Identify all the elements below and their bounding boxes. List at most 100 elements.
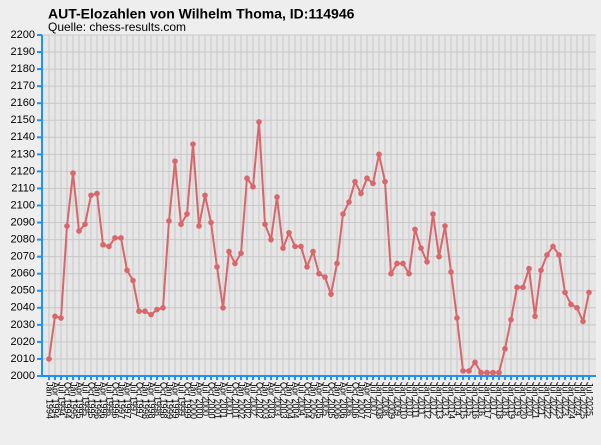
point (376, 151, 382, 158)
y-tick-label: 2020 (11, 336, 35, 348)
point (502, 345, 508, 352)
point (82, 221, 88, 228)
x-tick-label: Jan 2010 (399, 382, 409, 419)
point (70, 170, 76, 176)
x-tick-label: Jul 1994 (57, 382, 67, 416)
point (46, 356, 52, 362)
point (472, 359, 478, 366)
point (538, 267, 544, 274)
point (406, 270, 412, 277)
chart-subtitle: Quelle: chess-results.com (48, 20, 186, 34)
x-tick-label: Apr 2002 (243, 382, 253, 419)
point (142, 308, 148, 315)
x-tick-label: Jul 2001 (225, 382, 235, 416)
x-tick-label: Jul 2002 (249, 382, 259, 416)
point (160, 305, 166, 311)
y-tick-label: 2030 (11, 319, 35, 331)
x-tick-label: Jul 2020 (525, 382, 535, 416)
point (322, 274, 328, 280)
point (292, 243, 298, 250)
point (106, 243, 112, 250)
x-tick-label: Jan 2016 (471, 382, 481, 419)
point (358, 190, 364, 197)
point (52, 313, 58, 320)
point (100, 241, 106, 248)
y-tick-label: 2110 (11, 182, 35, 194)
x-tick-label: Jul 2005 (321, 382, 331, 416)
point (148, 311, 154, 318)
y-tick-label: 2040 (11, 302, 35, 314)
x-tick-label: Jan 2025 (579, 382, 589, 419)
y-tick-label: 2120 (11, 165, 35, 177)
x-tick-label: Apr 1994 (51, 382, 61, 419)
y-tick-label: 2200 (11, 29, 35, 41)
x-tick-label: Jul 2013 (441, 382, 451, 416)
x-tick-label: Apr 1995 (75, 382, 85, 419)
point (484, 369, 490, 376)
x-tick-label: Apr 1998 (147, 382, 157, 419)
y-tick-label: 2100 (11, 199, 35, 211)
point (388, 270, 394, 277)
x-tick-label: Apr 2003 (267, 382, 277, 419)
point (568, 301, 574, 308)
x-tick-label: Jan 1998 (141, 382, 151, 419)
x-tick-label: Jul 1997 (129, 382, 139, 416)
y-tick-label: 2180 (11, 63, 35, 75)
point (304, 264, 310, 270)
x-tick-label: Jan 2015 (459, 382, 469, 419)
point (544, 252, 550, 258)
point (424, 258, 430, 265)
point (394, 260, 400, 267)
x-tick-label: Jul 2016 (477, 382, 487, 416)
x-tick-label: Jul 2024 (573, 382, 583, 416)
x-tick-label: Jan 2021 (531, 382, 541, 419)
x-tick-label: Oct 1996 (111, 382, 121, 419)
x-tick-label: Jan 2017 (483, 382, 493, 419)
y-tick-label: 2170 (11, 80, 35, 92)
point (442, 223, 448, 229)
point (562, 289, 568, 296)
x-tick-label: Jan 2002 (237, 382, 247, 419)
point (196, 223, 202, 229)
point (202, 192, 208, 199)
x-tick-label: Oct 1994 (63, 382, 73, 419)
point (412, 226, 418, 233)
y-tick-label: 2130 (11, 148, 35, 160)
x-tick-label: Jan 1999 (165, 382, 175, 419)
y-tick-label: 2070 (11, 251, 35, 263)
point (58, 315, 64, 321)
point (346, 199, 352, 205)
point (190, 141, 196, 147)
x-tick-label: Jul 2017 (489, 382, 499, 416)
x-tick-label: Jul 2003 (273, 382, 283, 416)
point (580, 318, 586, 325)
point (466, 368, 472, 374)
point (586, 289, 592, 296)
x-tick-label: Jul 2019 (513, 382, 523, 416)
x-tick-label: Jan 2000 (189, 382, 199, 419)
point (94, 190, 100, 197)
x-tick-label: Jan 2013 (435, 382, 445, 419)
x-tick-label: Jul 1996 (105, 382, 115, 416)
point (274, 194, 280, 200)
point (136, 308, 142, 315)
x-tick-label: Jan 2018 (495, 382, 505, 419)
x-tick-label: Jul 2000 (201, 382, 211, 416)
point (316, 270, 322, 277)
x-tick-label: Jul 2011 (417, 382, 427, 415)
x-tick-label: Jan 2012 (423, 382, 433, 419)
point (112, 235, 118, 241)
x-tick-label: Jul 2014 (453, 382, 463, 416)
point (298, 243, 304, 250)
point (364, 175, 370, 182)
point (64, 223, 70, 229)
point (454, 315, 460, 321)
point (280, 245, 286, 251)
point (220, 305, 226, 311)
x-tick-label: Jul 2007 (369, 382, 379, 416)
y-tick-label: 2190 (11, 46, 35, 58)
x-tick-label: Jul 2025 (585, 382, 595, 416)
point (244, 175, 250, 182)
x-tick-label: Apr 2007 (363, 382, 373, 419)
